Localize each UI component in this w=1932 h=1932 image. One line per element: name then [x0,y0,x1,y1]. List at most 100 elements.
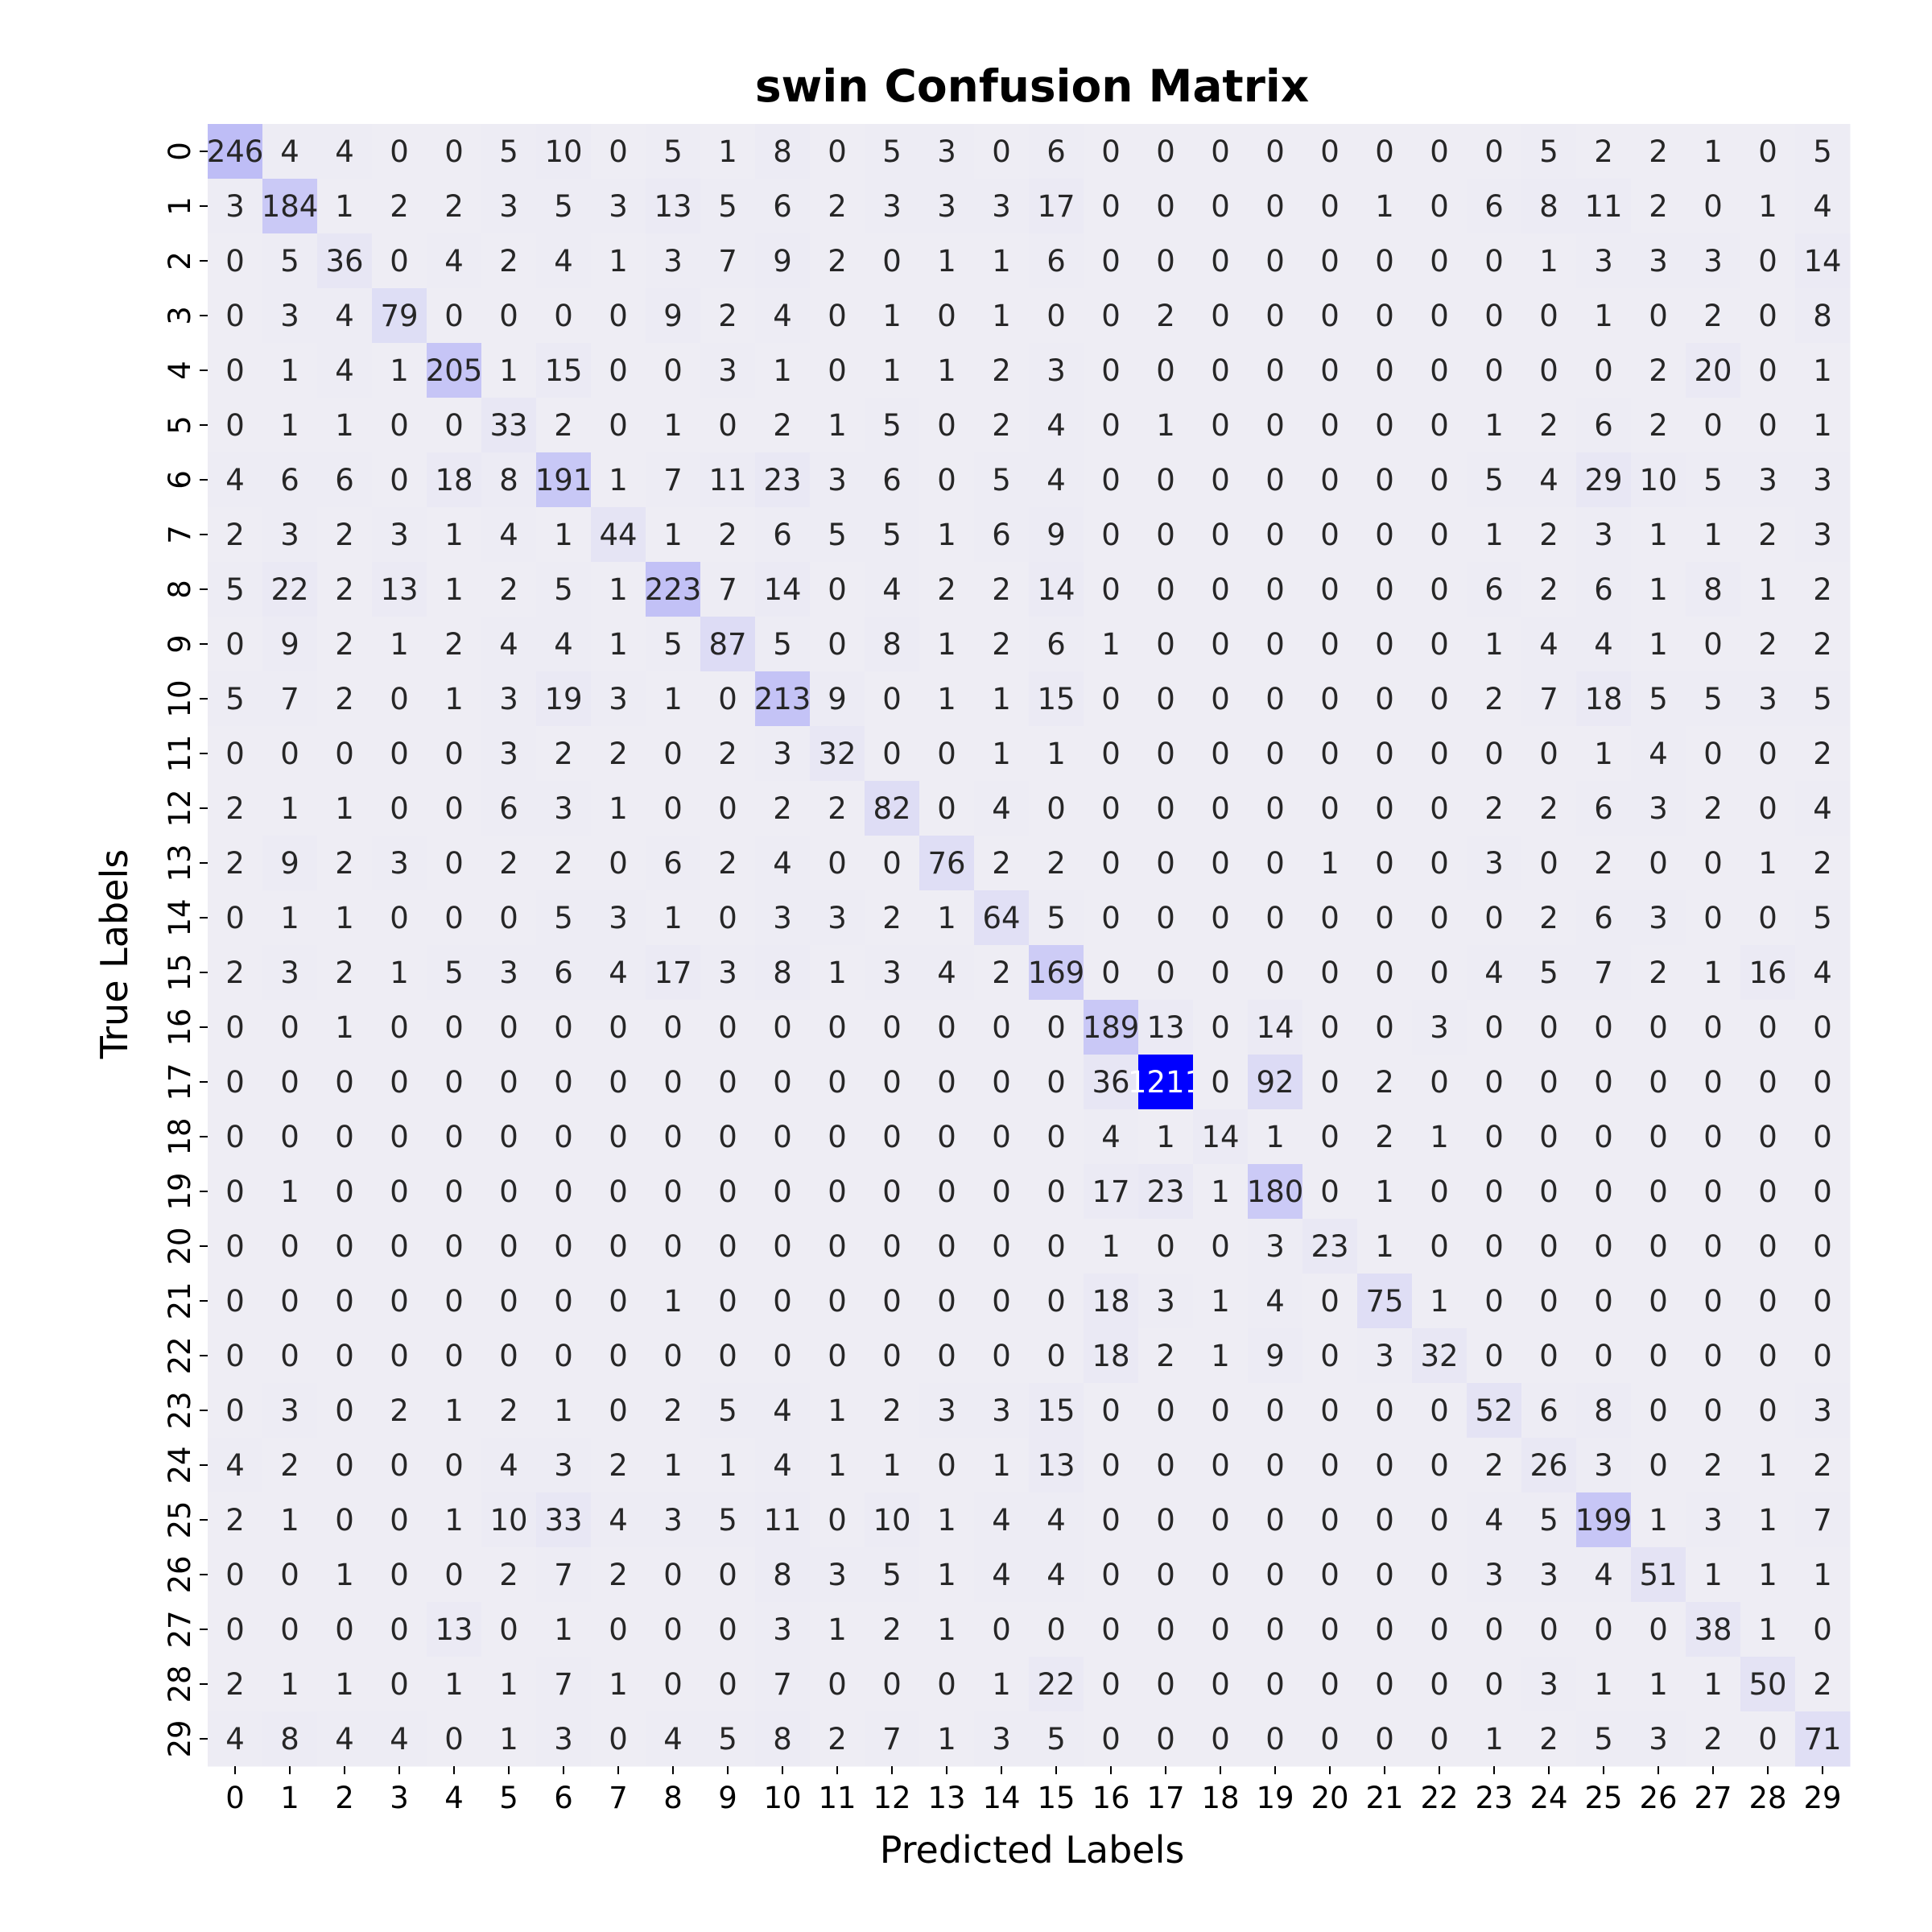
cell-value-r21-c11: 0 [828,1284,847,1319]
cell-value-r21-c18: 1 [1211,1284,1230,1319]
y-axis-label: True Labels [93,849,136,1059]
cell-value-r18-c28: 0 [1758,1120,1777,1154]
cell-value-r21-c25: 0 [1594,1284,1613,1319]
cell-value-r15-c1: 3 [280,956,299,990]
cell-value-r17-c6: 0 [554,1065,573,1100]
cell-value-r20-c17: 0 [1156,1229,1175,1264]
y-tick-label-4: 4 [163,361,197,380]
cell-value-r24-c13: 0 [937,1448,956,1483]
cell-value-r18-c5: 0 [499,1120,518,1154]
cell-value-r12-c23: 2 [1484,791,1504,826]
cell-value-r21-c14: 0 [992,1284,1011,1319]
cell-value-r11-c7: 2 [609,737,628,771]
cell-value-r3-c9: 2 [718,299,737,333]
x-axis-ticks: 0 1 2 3 4 5 6 7 8 9 10 11 12 13 14 15 16 17 18 19 20 21 22 23 24… [225,1766,1841,1815]
cell-value-r15-c3: 1 [390,956,409,990]
cell-value-r11-c27: 0 [1703,737,1723,771]
cell-value-r21-c16: 18 [1092,1284,1129,1319]
cell-value-r19-c18: 1 [1211,1174,1230,1209]
cell-value-r14-c20: 0 [1320,901,1340,935]
cell-value-r9-c12: 8 [882,627,902,662]
cell-value-r18-c12: 0 [882,1120,902,1154]
cell-value-r12-c18: 0 [1211,791,1230,826]
cell-value-r2-c8: 3 [663,244,683,279]
x-tick-label-21: 21 [1365,1781,1403,1815]
cell-value-r4-c16: 0 [1101,353,1121,388]
cell-value-r23-c16: 0 [1101,1393,1121,1428]
cell-value-r0-c13: 3 [937,134,956,169]
cell-value-r20-c13: 0 [937,1229,956,1264]
cell-value-r5-c0: 0 [225,408,245,443]
cell-value-r10-c21: 0 [1375,682,1394,716]
cell-value-r23-c11: 1 [828,1393,847,1428]
cell-value-r3-c17: 2 [1156,299,1175,333]
cell-value-r2-c0: 0 [225,244,245,279]
cell-value-r26-c10: 8 [773,1558,792,1592]
cell-value-r15-c15: 169 [1028,956,1085,990]
cell-value-r7-c26: 1 [1649,518,1668,552]
cell-value-r23-c23: 52 [1475,1393,1513,1428]
cell-value-r9-c10: 5 [773,627,792,662]
cell-value-r14-c18: 0 [1211,901,1230,935]
cell-value-r16-c3: 0 [390,1010,409,1045]
cell-value-r13-c25: 2 [1594,846,1613,881]
cell-value-r25-c27: 3 [1703,1503,1723,1538]
y-tick-label-29: 29 [163,1719,197,1757]
cell-value-r6-c3: 0 [390,463,409,497]
cell-value-r15-c25: 7 [1594,956,1613,990]
cell-value-r14-c24: 2 [1539,901,1558,935]
cell-value-r8-c10: 14 [763,572,801,607]
cell-value-r25-c10: 11 [763,1503,801,1538]
cell-value-r20-c1: 0 [280,1229,299,1264]
cell-value-r4-c17: 0 [1156,353,1175,388]
cell-value-r7-c16: 0 [1101,518,1121,552]
cell-value-r10-c17: 0 [1156,682,1175,716]
cell-value-r14-c1: 1 [280,901,299,935]
cell-value-r26-c21: 0 [1375,1558,1394,1592]
cell-value-r2-c22: 0 [1430,244,1449,279]
cell-value-r9-c17: 0 [1156,627,1175,662]
x-tick-label-22: 22 [1420,1781,1458,1815]
cell-value-r26-c6: 7 [554,1558,573,1592]
cell-value-r3-c29: 8 [1813,299,1832,333]
cell-value-r12-c17: 0 [1156,791,1175,826]
cell-value-r7-c12: 5 [882,518,902,552]
cell-value-r29-c23: 1 [1484,1722,1504,1757]
cell-value-r25-c6: 33 [544,1503,582,1538]
cell-value-r6-c2: 6 [335,463,354,497]
heatmap-cells: 246 4 4 0 0 5 10 0 5 1 8 0 5 3 0 6 0 0 0 0 0 0 0 0 5 2 2 1 0 53 184 1 2 2… [207,124,1851,1767]
cell-value-r19-c17: 23 [1146,1174,1184,1209]
cell-value-r26-c18: 0 [1211,1558,1230,1592]
cell-value-r6-c10: 23 [763,463,801,497]
cell-value-r17-c21: 2 [1375,1065,1394,1100]
cell-value-r21-c13: 0 [937,1284,956,1319]
y-tick-label-3: 3 [163,306,197,325]
cell-value-r2-c6: 4 [554,244,573,279]
cell-value-r29-c4: 0 [444,1722,464,1757]
cell-value-r16-c24: 0 [1539,1010,1558,1045]
cell-value-r23-c15: 15 [1037,1393,1075,1428]
cell-value-r11-c26: 4 [1649,737,1668,771]
cell-value-r26-c26: 51 [1639,1558,1677,1592]
cell-value-r21-c21: 75 [1365,1284,1403,1319]
cell-value-r22-c21: 3 [1375,1339,1394,1373]
cell-value-r28-c24: 3 [1539,1667,1558,1702]
cell-value-r20-c20: 23 [1311,1229,1348,1264]
cell-value-r10-c18: 0 [1211,682,1230,716]
cell-value-r17-c22: 0 [1430,1065,1449,1100]
cell-value-r16-c26: 0 [1649,1010,1668,1045]
cell-value-r7-c23: 1 [1484,518,1504,552]
cell-value-r0-c22: 0 [1430,134,1449,169]
cell-value-r9-c24: 4 [1539,627,1558,662]
cell-value-r25-c14: 4 [992,1503,1011,1538]
cell-value-r17-c20: 0 [1320,1065,1340,1100]
cell-value-r15-c19: 0 [1265,956,1285,990]
cell-value-r1-c21: 1 [1375,189,1394,224]
cell-value-r8-c16: 0 [1101,572,1121,607]
cell-value-r16-c11: 0 [828,1010,847,1045]
cell-value-r18-c26: 0 [1649,1120,1668,1154]
y-tick-label-11: 11 [163,734,197,772]
cell-value-r15-c28: 16 [1748,956,1786,990]
cell-value-r1-c4: 2 [444,189,464,224]
cell-value-r21-c17: 3 [1156,1284,1175,1319]
